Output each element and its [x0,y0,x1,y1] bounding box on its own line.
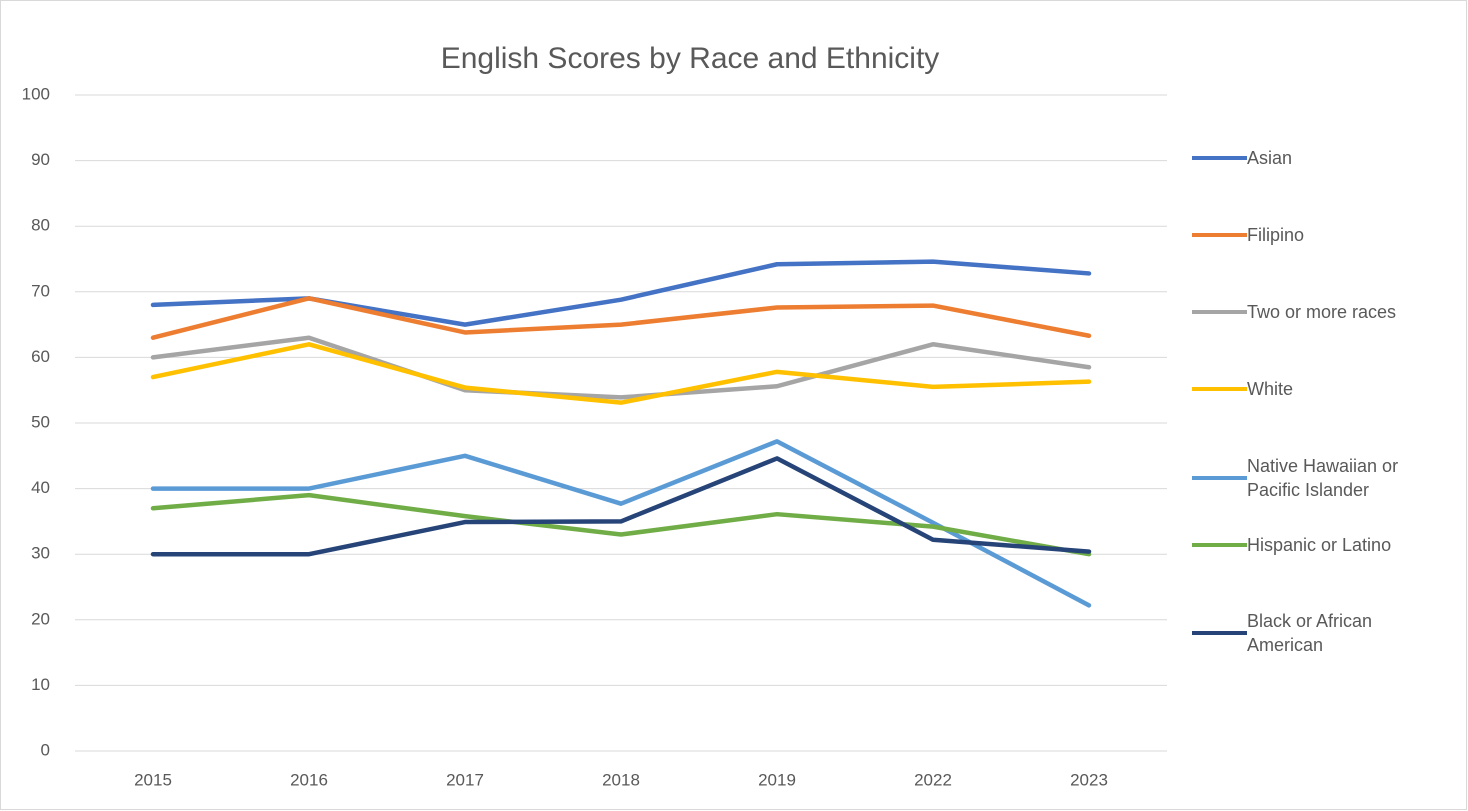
series-line [150,492,1092,557]
legend-item: Native Hawaiian or Pacific Islander [1192,454,1417,502]
legend-item: Two or more races [1192,300,1457,324]
x-tick-label: 2016 [290,770,328,789]
y-tick-label: 60 [31,347,50,366]
legend-swatch [1192,631,1247,635]
series-line [150,342,1092,405]
legend-item: Asian [1192,146,1457,170]
x-tick-label: 2023 [1070,770,1108,789]
legend-label: Two or more races [1247,302,1397,322]
series-line [150,335,1092,400]
legend-swatch [1192,233,1247,237]
legend-swatch [1192,310,1247,314]
y-tick-label: 40 [31,478,50,497]
y-tick-label: 20 [31,609,50,628]
legend-label: Asian [1247,148,1293,168]
legend-item: Black or African American [1192,609,1417,657]
x-tick-label: 2018 [602,770,640,789]
legend-label: Hispanic or Latino [1247,535,1392,555]
x-tick-label: 2015 [134,770,172,789]
legend-swatch [1192,156,1247,160]
series-line [150,456,1092,557]
x-tick-label: 2022 [914,770,952,789]
x-tick-label: 2019 [758,770,796,789]
legend-item: White [1192,377,1457,401]
legend-label: Black or African American [1247,611,1373,655]
y-tick-label: 90 [31,150,50,169]
legend-item: Filipino [1192,223,1457,247]
y-tick-label: 100 [22,84,50,103]
y-tick-label: 30 [31,544,50,563]
series-line [150,296,1092,340]
x-tick-label: 2017 [446,770,484,789]
y-tick-label: 80 [31,216,50,235]
legend-swatch [1192,476,1247,480]
y-tick-label: 70 [31,281,50,300]
series-line [150,439,1092,608]
legend-label: Native Hawaiian or Pacific Islander [1247,456,1399,500]
chart-title: English Scores by Race and Ethnicity [441,42,940,75]
legend-label: Filipino [1247,225,1305,245]
y-tick-label: 0 [41,740,50,759]
y-tick-label: 10 [31,675,50,694]
legend-item: Hispanic or Latino [1192,533,1457,557]
y-tick-label: 50 [31,412,50,431]
legend-swatch [1192,543,1247,547]
legend-swatch [1192,387,1247,391]
legend-label: White [1247,379,1294,399]
